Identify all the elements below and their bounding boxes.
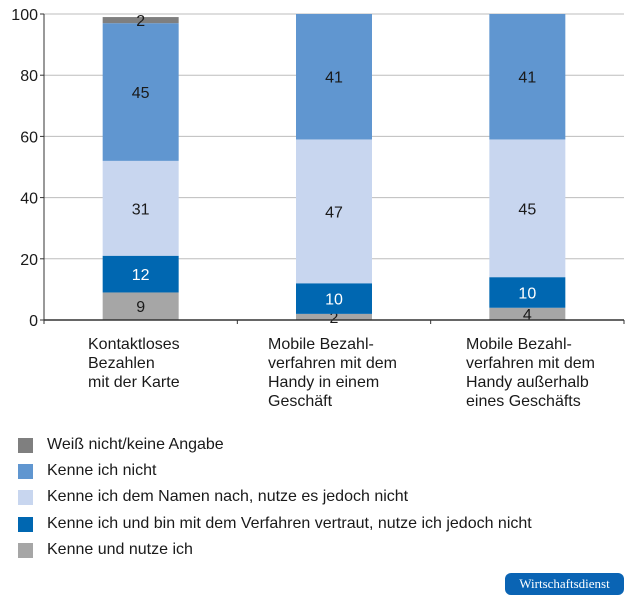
data-label: 41 [518,70,536,87]
legend-item: Kenne ich dem Namen nach, nutze es jedoc… [18,487,408,507]
data-label: 31 [132,201,150,218]
wirtschaftsdienst-logo: Wirtschaftsdienst [505,573,624,595]
y-tick-label: 60 [20,129,38,146]
legend-swatch [18,437,33,453]
data-label: 47 [325,204,343,221]
y-tick-label: 100 [11,7,38,24]
bar-segment [296,313,372,320]
legend-item: Kenne und nutze ich [18,540,193,560]
y-tick-label: 40 [20,191,38,208]
bar-segment [102,160,179,256]
data-label: 10 [325,292,343,309]
category-label: Kontaktloses Bezahlen mit der Karte [88,336,180,391]
y-tick-label: 80 [20,68,38,85]
data-label: 41 [325,70,343,87]
legend-label: Weiß nicht/keine Angabe [47,436,224,453]
bar-segment [489,277,566,308]
bar-segment [102,23,179,161]
y-tick-label: 20 [20,252,38,269]
legend-swatch [18,489,33,505]
legend-swatch [18,463,33,479]
legend-label: Kenne und nutze ich [47,541,193,558]
data-label: 10 [518,285,536,302]
bar-segment [102,292,179,320]
legend-swatch [18,516,33,532]
data-label: 4 [523,307,532,324]
legend-item: Weiß nicht/keine Angabe [18,435,224,455]
data-label: 45 [518,201,536,218]
legend-item: Kenne ich und bin mit dem Verfahren vert… [18,514,532,534]
bar-segment [296,14,372,140]
data-label: 12 [132,267,150,284]
bar-segment [489,14,566,140]
data-label: 2 [136,13,145,30]
data-label: 45 [132,85,150,102]
bar-segment [296,139,372,284]
data-label: 9 [136,299,145,316]
legend-swatch [18,542,33,558]
category-label: Mobile Bezahl- verfahren mit dem Handy a… [466,336,595,410]
bar-segment [489,139,566,278]
legend-label: Kenne ich nicht [47,462,157,479]
bar-segment [296,283,372,314]
legend-label: Kenne ich und bin mit dem Verfahren vert… [47,515,532,532]
data-label: 2 [330,310,339,327]
legend-label: Kenne ich dem Namen nach, nutze es jedoc… [47,488,409,505]
bar-segment [489,307,566,320]
y-tick-label: 0 [29,313,38,330]
bar-segment [102,255,179,293]
bar-segment [102,17,179,24]
category-label: Mobile Bezahl- verfahren mit dem Handy i… [268,336,397,410]
legend-item: Kenne ich nicht [18,461,156,481]
